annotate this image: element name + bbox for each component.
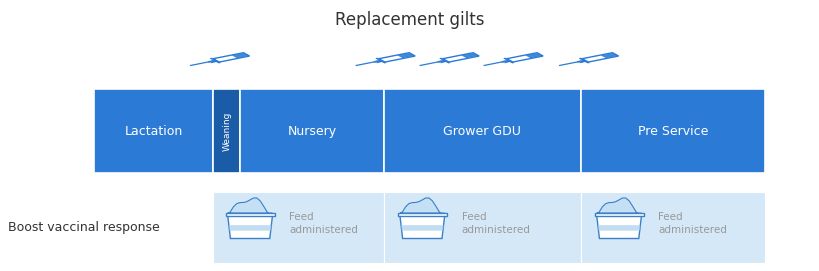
FancyBboxPatch shape [383, 192, 580, 263]
Polygon shape [400, 225, 443, 231]
Text: Nursery: Nursery [287, 125, 336, 138]
Polygon shape [228, 198, 272, 215]
Polygon shape [225, 213, 274, 216]
FancyBboxPatch shape [240, 89, 383, 173]
FancyBboxPatch shape [213, 192, 383, 263]
Polygon shape [597, 225, 640, 231]
Polygon shape [213, 53, 249, 62]
FancyBboxPatch shape [94, 89, 213, 173]
Text: Feed
administered: Feed administered [658, 212, 726, 235]
Text: Boost vaccinal response: Boost vaccinal response [8, 221, 160, 234]
Polygon shape [375, 58, 386, 63]
Polygon shape [400, 216, 444, 238]
Text: Replacement gilts: Replacement gilts [335, 11, 484, 29]
Text: Weaning: Weaning [222, 112, 231, 151]
Polygon shape [210, 61, 217, 63]
FancyBboxPatch shape [213, 89, 240, 173]
Text: Grower GDU: Grower GDU [443, 125, 520, 138]
Polygon shape [400, 198, 444, 215]
Polygon shape [254, 95, 369, 168]
Polygon shape [440, 61, 446, 63]
Polygon shape [228, 216, 272, 238]
Polygon shape [376, 61, 382, 63]
Polygon shape [439, 58, 450, 63]
Polygon shape [397, 53, 414, 58]
Polygon shape [596, 198, 640, 215]
Polygon shape [232, 53, 249, 58]
Polygon shape [442, 53, 478, 62]
Text: 3: 3 [334, 90, 387, 164]
Polygon shape [600, 53, 618, 58]
Polygon shape [397, 213, 446, 216]
Polygon shape [229, 225, 271, 231]
Polygon shape [504, 61, 510, 63]
Polygon shape [596, 216, 640, 238]
FancyBboxPatch shape [383, 89, 580, 173]
Polygon shape [594, 213, 643, 216]
FancyBboxPatch shape [580, 192, 764, 263]
Text: Feed
administered: Feed administered [461, 212, 530, 235]
FancyBboxPatch shape [580, 89, 764, 173]
Polygon shape [506, 53, 542, 62]
Polygon shape [578, 58, 589, 63]
Text: Lactation: Lactation [124, 125, 183, 138]
Polygon shape [579, 61, 586, 63]
Text: Feed
administered: Feed administered [289, 212, 358, 235]
Polygon shape [503, 58, 514, 63]
Polygon shape [210, 58, 220, 63]
Polygon shape [581, 53, 618, 62]
Polygon shape [461, 53, 478, 58]
Text: Pre Service: Pre Service [637, 125, 707, 138]
Polygon shape [525, 53, 542, 58]
Polygon shape [378, 53, 414, 62]
